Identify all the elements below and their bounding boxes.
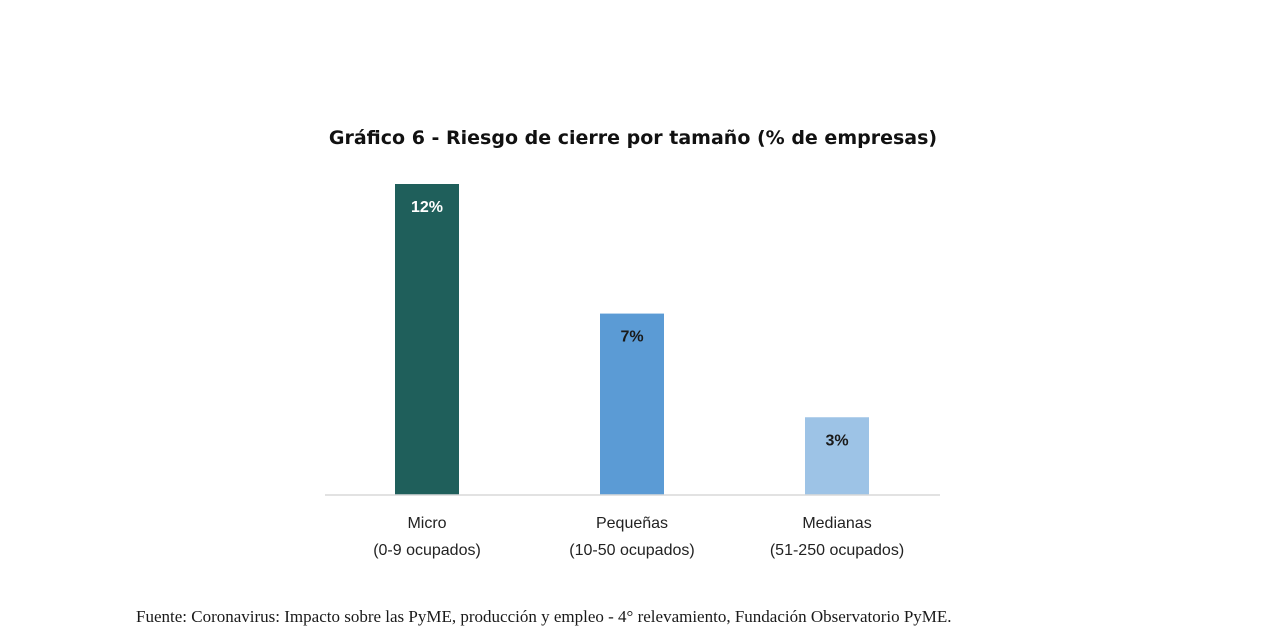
category-detail-micro: (0-9 ocupados) (373, 542, 481, 559)
source-note: Fuente: Coronavirus: Impacto sobre las P… (136, 607, 952, 626)
category-label-peque-as: Pequeñas (596, 515, 668, 532)
category-label-micro: Micro (407, 515, 446, 532)
value-label-micro: 12% (411, 199, 443, 216)
chart-title: Gráfico 6 - Riesgo de cierre por tamaño … (328, 127, 938, 149)
bar-micro (395, 184, 459, 495)
value-label-medianas: 3% (825, 432, 848, 449)
category-detail-medianas: (51-250 ocupados) (770, 542, 904, 559)
bar-medianas (805, 417, 869, 495)
bars-layer (395, 184, 869, 495)
category-detail-peque-as: (10-50 ocupados) (569, 542, 694, 559)
labels-layer: 12% Micro (0-9 ocupados) 7% Pequeñas (10-50 o… (373, 199, 904, 559)
bar-peque-as (600, 313, 664, 495)
value-label-peque-as: 7% (620, 329, 643, 346)
category-label-medianas: Medianas (802, 515, 871, 532)
